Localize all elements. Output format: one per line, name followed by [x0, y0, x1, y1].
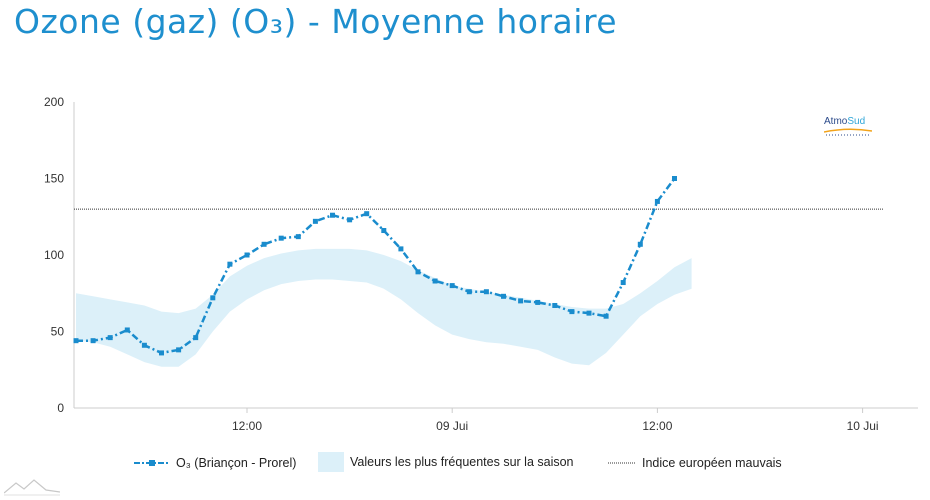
data-point [552, 302, 558, 308]
legend-item-threshold[interactable]: Indice européen mauvais [608, 456, 782, 470]
legend-threshold-icon [608, 462, 636, 464]
data-point [347, 217, 353, 223]
logo-part1: Atmo [824, 116, 848, 127]
legend-item-series[interactable]: O₃ (Briançon - Prorel) [134, 456, 296, 470]
data-point [278, 235, 284, 241]
legend-band-label: Valeurs les plus fréquentes sur la saiso… [350, 455, 574, 469]
data-point [603, 313, 609, 319]
legend-band-swatch-icon [318, 452, 344, 472]
y-tick-label: 150 [44, 172, 64, 186]
x-tick-label: 12:00 [232, 419, 262, 433]
season-band-layer [76, 248, 692, 367]
atmosud-logo: AtmoSud [824, 116, 872, 137]
x-tick-label: 09 Jui [436, 419, 468, 433]
axes-layer: 0 50 100 150 200 12:00 09 Jui 12:00 10 Jui [44, 95, 918, 433]
y-tick-label: 200 [44, 95, 64, 109]
data-point [90, 338, 96, 344]
data-point [672, 176, 677, 181]
legend-series-icon [134, 460, 170, 466]
x-tick-label: 12:00 [642, 419, 672, 433]
y-tick-label: 0 [57, 401, 64, 415]
data-point [193, 335, 199, 341]
data-point [466, 289, 472, 295]
data-point [330, 212, 335, 218]
data-point [107, 335, 113, 341]
data-point [620, 280, 626, 286]
data-point [244, 252, 250, 258]
data-point [518, 298, 524, 304]
logo-swoosh-icon [824, 128, 872, 136]
data-point [415, 269, 421, 275]
data-point [483, 289, 489, 295]
data-point [210, 295, 216, 301]
data-point [569, 309, 575, 315]
data-point [364, 211, 370, 217]
data-point [227, 261, 233, 267]
data-point [176, 347, 182, 353]
data-point [312, 218, 318, 224]
data-point [398, 246, 404, 252]
data-point [124, 327, 130, 333]
legend-series-label: O₃ (Briançon - Prorel) [176, 456, 297, 470]
data-point [637, 241, 643, 247]
chart-legend: O₃ (Briançon - Prorel) Valeurs les plus … [0, 452, 930, 478]
logo-part2: Sud [847, 116, 866, 127]
x-tick-label: 10 Jui [847, 419, 879, 433]
data-point [159, 350, 164, 356]
legend-threshold-label: Indice européen mauvais [642, 456, 782, 470]
series-layer [73, 176, 677, 356]
series-line [76, 177, 676, 355]
mountain-icon [4, 479, 60, 496]
chart-title: Ozone (gaz) (O₃) - Moyenne horaire [14, 2, 618, 41]
data-point [295, 234, 301, 240]
data-point [381, 228, 387, 234]
legend-item-band[interactable]: Valeurs les plus fréquentes sur la saiso… [318, 452, 574, 472]
season-band [76, 248, 692, 367]
data-point [141, 342, 147, 348]
data-point [654, 198, 660, 204]
data-point [501, 293, 506, 299]
data-point [449, 283, 455, 289]
y-tick-label: 100 [44, 248, 64, 262]
data-point [73, 338, 79, 344]
data-point [261, 241, 267, 247]
data-point [535, 299, 541, 305]
data-point [432, 278, 438, 284]
y-tick-label: 50 [51, 325, 65, 339]
data-point [586, 310, 592, 316]
